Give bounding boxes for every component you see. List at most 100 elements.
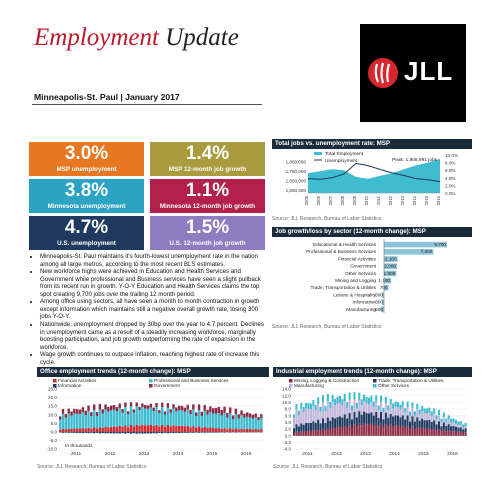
bar-segment (163, 426, 167, 432)
bar-segment (175, 407, 178, 412)
y-right-tick-label: 10.0% (445, 153, 458, 158)
bar-segment (355, 417, 358, 427)
bar-segment (399, 417, 402, 427)
bar-segment (243, 431, 246, 433)
sector-value-label: 1,900 (384, 271, 396, 276)
bar-segment (107, 406, 110, 412)
bar-segment (411, 426, 414, 436)
bar-segment (234, 431, 238, 433)
title-part1: Employment (34, 24, 159, 51)
bar-segment (112, 409, 116, 427)
bar-segment (435, 415, 438, 420)
panel-office: Office employment trends (12-month chang… (37, 367, 269, 470)
bar-segment (59, 419, 62, 430)
bar-segment (406, 415, 409, 426)
bar-segment (240, 410, 243, 416)
bar-segment (246, 416, 249, 429)
bar-segment (118, 425, 121, 432)
bar-segment (423, 420, 426, 429)
bar-segment (421, 418, 424, 428)
bar-segment (464, 428, 467, 433)
bar-segment (394, 401, 397, 407)
bar-segment (343, 425, 346, 436)
bar-segment (214, 413, 218, 429)
bar-segment (295, 424, 298, 432)
bar-segment (61, 408, 65, 414)
bar-segment (180, 431, 184, 433)
bar-segment (146, 405, 150, 409)
bar-segment (384, 412, 387, 425)
bar-segment (322, 418, 325, 429)
bar-segment (365, 397, 368, 404)
bar-segment (101, 427, 104, 432)
bar-segment (382, 419, 385, 428)
bar-segment (428, 407, 431, 413)
sector-bar (384, 241, 448, 248)
bar-segment (334, 398, 337, 406)
bar-segment (462, 429, 465, 433)
bar-segment (107, 411, 110, 428)
bar-segment (229, 413, 232, 429)
bar-segment (421, 427, 424, 436)
bar-segment (78, 409, 82, 415)
bar-segment (348, 399, 351, 413)
sector-category-label: Leisure & Hospitality (333, 292, 376, 297)
bar-segment (305, 431, 308, 436)
bar-segment (158, 410, 161, 414)
bar-segment (127, 414, 130, 428)
bar-segment (341, 399, 344, 406)
bar-segment (67, 408, 70, 414)
bar-segment (336, 427, 339, 436)
bar-segment (435, 430, 438, 436)
bar-segment (98, 403, 102, 410)
bar-segment (445, 431, 448, 436)
bar-segment (295, 409, 298, 425)
x-tick-label: 2016 (436, 195, 441, 205)
bar-segment (442, 429, 445, 436)
bar-segment (343, 400, 346, 415)
bar-segment (425, 408, 428, 414)
bar-segment (138, 410, 141, 426)
tile-label: U.S. 12-month job growth (169, 240, 246, 247)
bar-segment (334, 418, 337, 429)
bar-segment (399, 409, 402, 418)
bar-segment (226, 417, 229, 430)
logo-swirl-icon (368, 58, 398, 88)
y-left-tick-label: 1,850,000 (286, 160, 307, 165)
bar-segment (186, 425, 189, 432)
bar-segment (307, 403, 310, 409)
bar-segment (107, 431, 110, 434)
sector-value-label: 7,600 (421, 249, 433, 254)
bar-segment (370, 395, 373, 403)
bar-segment (430, 411, 433, 417)
bar-segment (81, 431, 85, 434)
tile-label: U.S. unemployment (57, 240, 116, 247)
bar-segment (319, 411, 322, 424)
bar-segment (169, 426, 172, 432)
bar-segment (411, 416, 414, 427)
legend-swatch (373, 384, 377, 388)
bar-segment (132, 431, 136, 434)
bar-segment (158, 426, 161, 432)
bar-segment (166, 403, 170, 408)
y-right-tick-label: 2.0% (445, 183, 455, 188)
series-total-employment-area (308, 158, 440, 193)
bar-segment (404, 408, 407, 413)
bar-segment (78, 414, 82, 429)
bar-segment (78, 428, 82, 432)
bar-segment (149, 403, 153, 408)
peak-annotation: Peak: 1,908,991 jobs (392, 157, 438, 163)
bar-segment (457, 424, 460, 428)
panel-title: Industrial employment trends (12-month c… (273, 367, 472, 377)
bar-segment (70, 411, 73, 416)
bar-segment (409, 415, 412, 422)
bar-segment (186, 409, 189, 426)
bar-segment (430, 416, 433, 423)
bar-segment (132, 426, 136, 432)
sector-value-label: 2,000 (384, 264, 396, 269)
bar-segment (430, 422, 433, 430)
bar-segment (87, 431, 90, 434)
bar-segment (260, 417, 263, 430)
bar-segment (152, 410, 155, 426)
units-annotation: In thousands (65, 443, 93, 449)
